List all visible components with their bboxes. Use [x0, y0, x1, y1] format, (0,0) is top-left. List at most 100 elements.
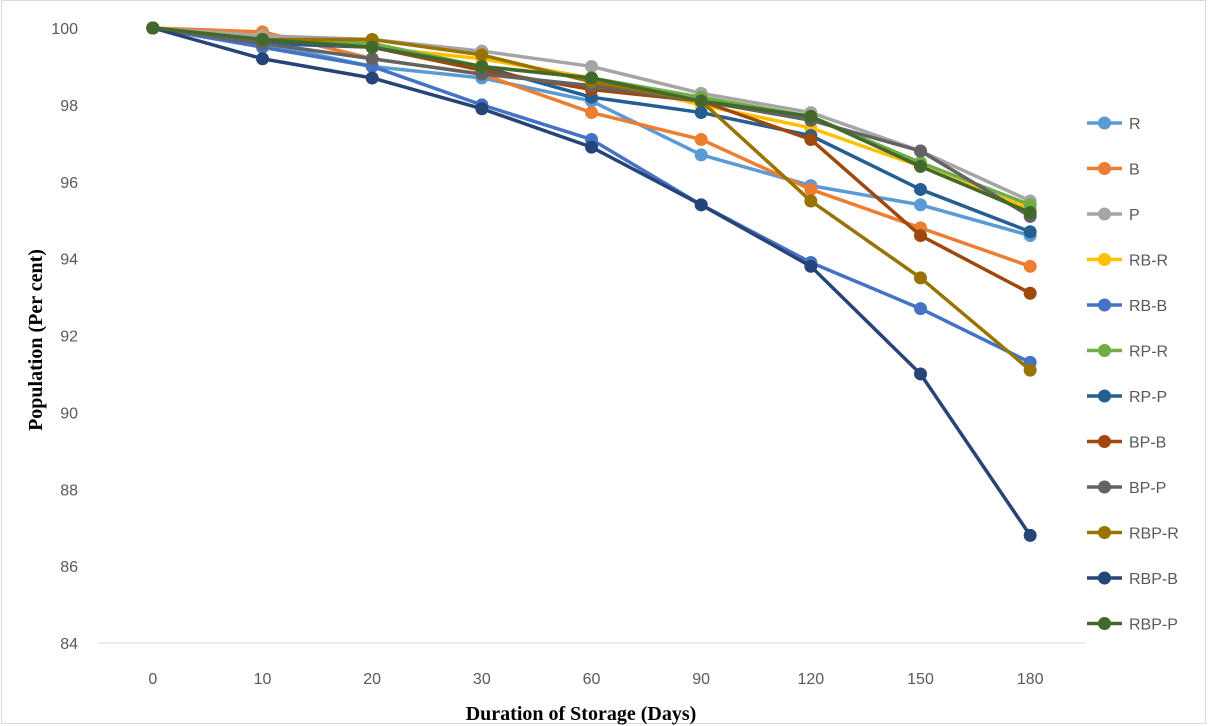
- data-point-rbp-b: [1023, 528, 1037, 542]
- legend-item-rp-r: RP-R: [1087, 344, 1168, 361]
- data-point-rbp-p: [146, 21, 160, 35]
- data-point-rbp-b: [804, 259, 818, 273]
- data-point-rbp-r: [1023, 363, 1037, 377]
- y-tick-label: 88: [60, 482, 78, 499]
- legend-item-bp-b: BP-B: [1087, 435, 1166, 452]
- data-point-b: [804, 182, 818, 196]
- legend-label: RP-R: [1129, 344, 1168, 361]
- legend-marker: [1098, 435, 1111, 448]
- legend-item-b: B: [1087, 162, 1140, 179]
- legend-label: BP-B: [1129, 435, 1166, 452]
- legend-marker: [1098, 162, 1111, 175]
- data-point-rp-p: [1023, 225, 1037, 239]
- x-tick-label: 150: [907, 671, 934, 688]
- x-tick-label: 180: [1017, 671, 1044, 688]
- data-point-bp-b: [1023, 286, 1037, 300]
- legend-label: RB-B: [1129, 298, 1167, 315]
- data-point-b: [694, 132, 708, 146]
- legend-label: RP-P: [1129, 389, 1167, 406]
- y-tick-label: 100: [51, 21, 78, 38]
- legend-marker: [1098, 116, 1111, 130]
- series-rbp-p: [146, 21, 1037, 219]
- data-point-r: [914, 198, 927, 212]
- y-tick-label: 90: [60, 405, 78, 422]
- legend-marker: [1098, 344, 1111, 357]
- series-r: [146, 21, 1037, 243]
- legend-label: BP-P: [1129, 480, 1166, 497]
- data-point-r: [694, 148, 708, 162]
- legend-label: RBP-R: [1129, 526, 1179, 543]
- legend-item-rp-p: RP-P: [1087, 389, 1167, 406]
- data-point-rbp-b: [475, 102, 489, 116]
- data-point-p: [585, 59, 598, 73]
- data-point-rbp-b: [256, 52, 269, 66]
- x-axis-ticks: 0 10 20 30 60 90 120 150 180: [148, 671, 1043, 688]
- legend-marker: [1098, 480, 1111, 494]
- data-point-bp-p: [914, 144, 927, 158]
- x-tick-label: 30: [473, 671, 491, 688]
- data-point-rbp-p: [804, 109, 818, 123]
- legend-item-bp-p: BP-P: [1087, 480, 1166, 497]
- legend-marker: [1098, 571, 1111, 585]
- legend-label: RBP-P: [1129, 617, 1178, 634]
- x-axis-title: Duration of Storage (Days): [466, 703, 697, 725]
- legend-marker: [1098, 207, 1111, 221]
- data-point-rbp-p: [365, 40, 379, 54]
- legend-label: B: [1129, 162, 1140, 179]
- y-tick-label: 86: [60, 559, 78, 576]
- y-axis-title: Population (Per cent): [25, 249, 47, 431]
- series-rp-p: [146, 21, 1037, 239]
- x-tick-label: 60: [583, 671, 601, 688]
- y-axis-ticks: 84 86 88 90 92 94 96 98 100: [51, 21, 78, 653]
- y-tick-label: 92: [60, 329, 78, 346]
- legend-item-rbp-r: RBP-R: [1087, 526, 1179, 543]
- series-line-bp-p: [152, 26, 1032, 218]
- data-point-rbp-p: [694, 94, 708, 108]
- legend-label: RB-R: [1129, 253, 1168, 270]
- data-point-rbp-r: [475, 48, 489, 62]
- data-point-b: [585, 106, 598, 120]
- legend-marker: [1098, 298, 1111, 312]
- data-point-rp-p: [914, 182, 927, 196]
- legend-item-rbp-p: RBP-P: [1087, 617, 1178, 634]
- data-point-rbp-r: [804, 194, 818, 208]
- legend-item-rb-r: RB-R: [1087, 253, 1168, 270]
- data-point-rbp-p: [256, 33, 269, 47]
- data-point-bp-b: [914, 229, 927, 243]
- series-rbp-b: [146, 21, 1037, 542]
- legend-label: R: [1129, 116, 1141, 133]
- x-tick-label: 0: [148, 671, 157, 688]
- x-tick-label: 120: [797, 671, 824, 688]
- data-point-bp-p: [365, 52, 379, 66]
- series-line-rbp-p: [152, 26, 1031, 215]
- legend-label: RBP-B: [1129, 571, 1178, 588]
- data-point-rbp-p: [1023, 206, 1037, 219]
- data-point-rbp-b: [585, 140, 598, 154]
- data-point-rb-b: [914, 302, 927, 316]
- legend-label: P: [1129, 207, 1140, 224]
- data-point-rbp-b: [914, 367, 927, 381]
- data-point-rp-p: [694, 106, 708, 120]
- legend: R B P RB-R RB-B RP-R RP-P BP-B BP-P RBP-R RBP-B RBP…: [1087, 116, 1179, 634]
- data-point-rbp-b: [365, 71, 379, 85]
- data-point-rbp-p: [475, 59, 489, 73]
- legend-item-rbp-b: RBP-B: [1087, 571, 1178, 588]
- x-tick-label: 90: [692, 671, 710, 688]
- data-point-rbp-p: [914, 159, 927, 173]
- data-point-rbp-p: [585, 71, 598, 85]
- y-tick-label: 96: [60, 175, 78, 192]
- legend-marker: [1098, 617, 1111, 630]
- series-layer: [146, 21, 1037, 542]
- legend-marker: [1098, 389, 1111, 403]
- legend-item-rb-b: RB-B: [1087, 298, 1167, 315]
- x-tick-label: 20: [363, 671, 381, 688]
- data-point-rbp-b: [694, 198, 708, 212]
- legend-marker: [1098, 253, 1111, 266]
- legend-marker: [1098, 526, 1111, 539]
- data-point-bp-b: [804, 132, 818, 146]
- series-line-r: [152, 26, 1031, 238]
- y-tick-label: 94: [60, 252, 78, 269]
- y-tick-label: 84: [60, 636, 78, 653]
